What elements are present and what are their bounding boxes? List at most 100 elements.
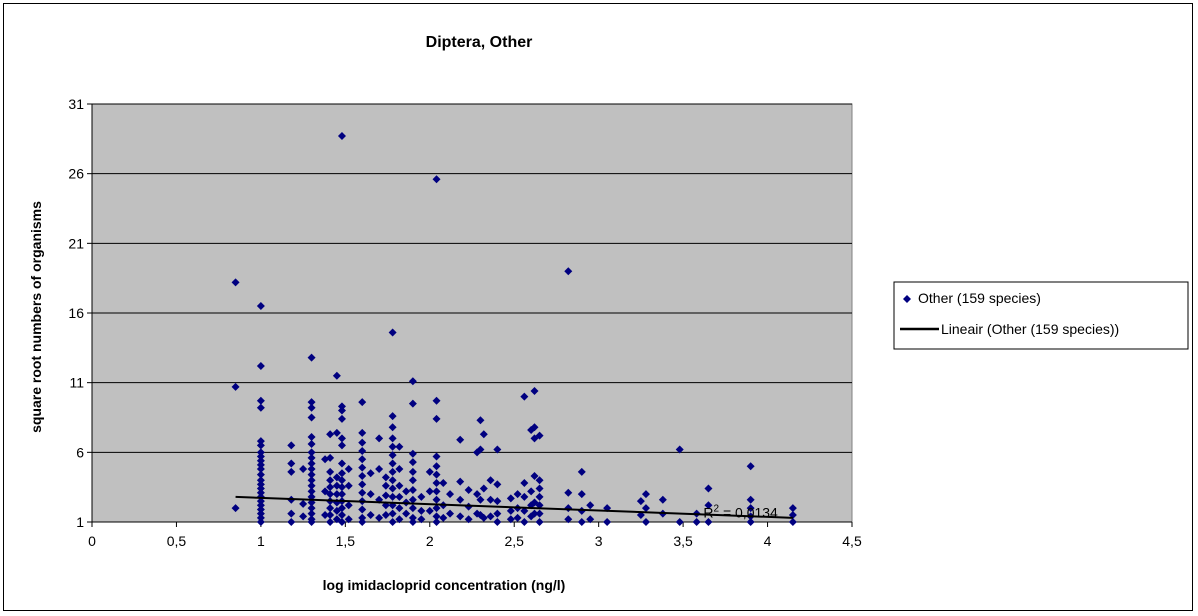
data-point [417,492,426,501]
data-point [408,476,417,485]
data-point [577,490,586,499]
data-point [326,430,335,439]
legend-marker-scatter [903,295,911,303]
data-point [256,476,265,485]
data-point [493,518,502,526]
data-point [417,515,426,524]
data-point [388,492,397,501]
data-point [381,481,390,490]
data-point [307,470,316,479]
data-point [307,448,316,457]
data-point [358,438,367,447]
data-point [446,509,455,518]
data-point [586,515,595,524]
data-point [388,518,397,526]
data-point [402,509,411,518]
data-point [231,504,240,513]
legend-entry-scatter: Other (159 species) [918,290,1041,306]
trendline [235,495,793,519]
legend-box [893,281,1189,350]
data-point [307,459,316,468]
data-point [388,484,397,493]
data-point [408,504,417,513]
data-point [425,487,434,496]
data-point [375,513,384,522]
data-point [332,428,341,437]
data-point [256,460,265,469]
data-point [388,442,397,451]
data-point [641,504,650,513]
data-point [256,452,265,461]
data-point [506,506,515,515]
annotations: R2 = 0,0134 [703,504,778,521]
data-point [307,465,316,474]
data-point [408,399,417,408]
data-point [408,449,417,458]
data-point [446,490,455,499]
data-point [520,492,529,501]
data-point [577,467,586,476]
data-point [381,473,390,482]
data-point [746,504,755,513]
y-tick-label: 11 [69,375,84,391]
data-point [486,495,495,504]
data-point [256,448,265,457]
data-point [425,506,434,515]
data-point [307,481,316,490]
data-point [746,462,755,471]
data-point [307,476,316,485]
x-axis-label: log imidacloprid concentration (ng/l) [323,577,566,593]
data-point [535,518,544,526]
y-tick-label: 6 [76,444,84,460]
legend: Other (159 species) Lineair (Other (159 … [893,281,1189,350]
data-point [704,518,713,526]
data-point [535,484,544,493]
data-point [375,434,384,443]
data-point [641,490,650,499]
data-point [535,492,544,501]
y-axis-label: square root numbers of organisms [28,201,44,433]
data-point [493,445,502,454]
data-point [388,467,397,476]
data-point [530,509,539,518]
data-point [326,490,335,499]
data-point [408,495,417,504]
data-point [388,476,397,485]
data-point [256,509,265,518]
data-point [256,465,265,474]
data-point [432,396,441,405]
data-point [408,513,417,522]
data-point [432,478,441,487]
data-point [395,492,404,501]
data-point [256,441,265,450]
data-point [337,476,346,485]
data-point [520,478,529,487]
x-tick-label: 0 [88,533,96,549]
data-point [464,485,473,494]
data-point [256,456,265,465]
data-point [388,423,397,432]
data-points [231,132,797,526]
data-point [337,490,346,499]
data-point [704,484,713,493]
data-point [788,518,797,526]
data-point [337,441,346,450]
data-point [337,511,346,520]
data-point [493,480,502,489]
data-point [337,459,346,468]
data-point [658,495,667,504]
data-point [337,434,346,443]
x-axis-ticks: 0 0,5 1 1,5 2 2,5 3 3,5 4 4,5 [88,522,862,549]
data-point [603,518,612,526]
data-point [256,488,265,497]
data-point [388,412,397,421]
data-point [675,518,684,526]
chart-title: Diptera, Other [426,34,533,51]
data-point [520,392,529,401]
data-point [388,509,397,518]
data-point [564,488,573,497]
data-point [473,490,482,499]
data-point [366,469,375,478]
x-tick-label: 2,5 [504,533,524,549]
